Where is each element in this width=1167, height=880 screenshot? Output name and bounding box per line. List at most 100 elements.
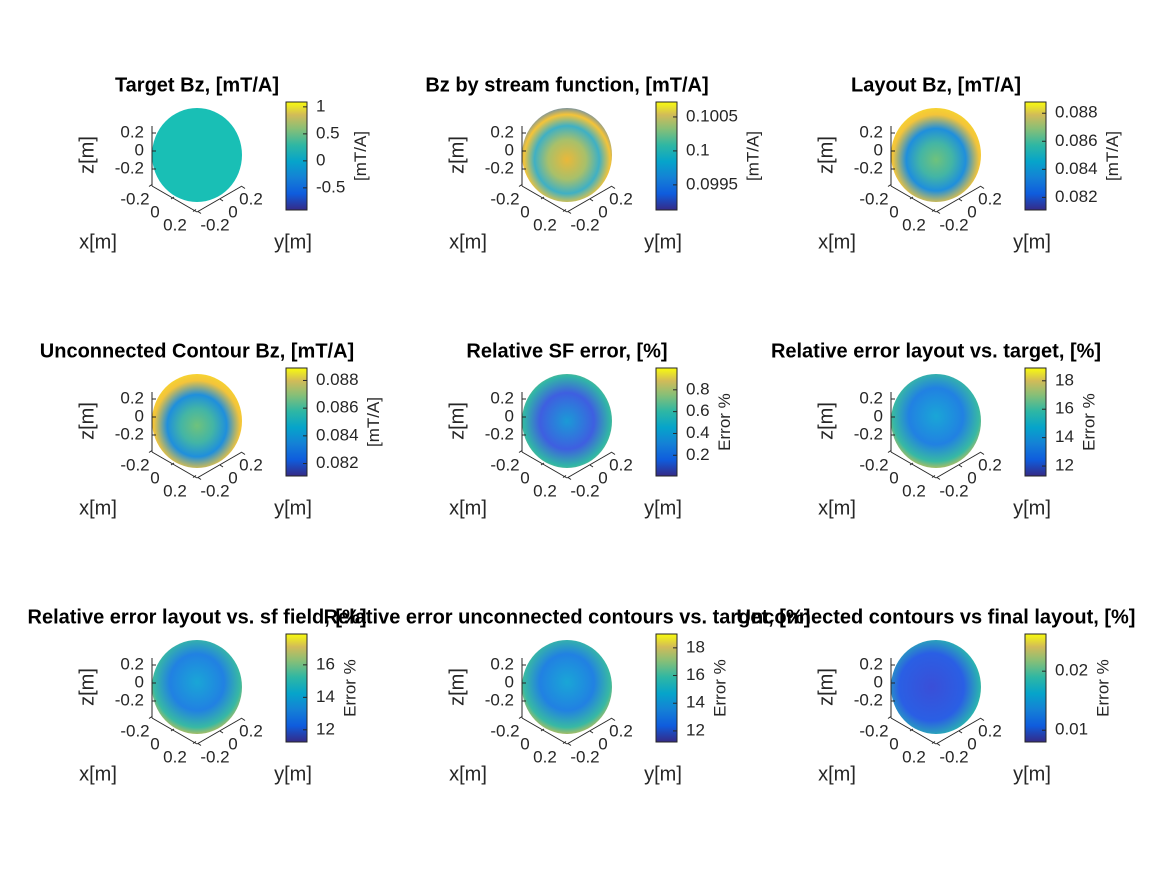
y-axis-label: y[m] bbox=[644, 497, 682, 519]
colorbar-label: Error % bbox=[340, 659, 359, 717]
y-tick-label: 0 bbox=[228, 202, 237, 221]
colorbar-label: Error % bbox=[1079, 393, 1098, 451]
y-axis-label: y[m] bbox=[1013, 497, 1051, 519]
y-axis-label: y[m] bbox=[274, 497, 312, 519]
subplot-title: Relative error layout vs. target, [%] bbox=[771, 340, 1101, 362]
y-tick-label: -0.2 bbox=[200, 481, 229, 500]
z-axis-label: z[m] bbox=[76, 136, 98, 174]
y-tick bbox=[936, 477, 941, 480]
x-tick-label: 0.2 bbox=[163, 747, 187, 766]
y-tick bbox=[241, 452, 246, 455]
colorbar-tick-label: 16 bbox=[316, 654, 335, 673]
x-axis bbox=[890, 185, 937, 213]
y-tick bbox=[197, 477, 202, 480]
x-tick-label: 0.2 bbox=[902, 747, 926, 766]
colorbar-tick-label: 0.088 bbox=[316, 370, 359, 389]
colorbar-tick-label: 0 bbox=[316, 150, 325, 169]
x-tick-label: 0.2 bbox=[533, 747, 557, 766]
x-tick bbox=[540, 196, 545, 200]
y-tick-label: 0.2 bbox=[978, 455, 1002, 474]
x-tick bbox=[148, 184, 153, 187]
colorbar bbox=[655, 367, 678, 477]
y-tick-label: 0.2 bbox=[239, 721, 263, 740]
x-tick bbox=[562, 475, 567, 478]
y-tick bbox=[197, 211, 202, 214]
sphere-surface bbox=[152, 108, 242, 202]
y-tick bbox=[611, 452, 616, 455]
y-tick bbox=[219, 730, 224, 734]
y-tick-label: 0.2 bbox=[239, 189, 263, 208]
x-axis-label: x[m] bbox=[818, 231, 856, 253]
y-tick bbox=[567, 211, 572, 214]
z-tick-label: 0.2 bbox=[859, 654, 883, 673]
x-tick-label: 0.2 bbox=[902, 481, 926, 500]
y-tick-label: 0.2 bbox=[609, 721, 633, 740]
z-tick-label: -0.2 bbox=[115, 424, 144, 443]
colorbar-tick-label: 0.082 bbox=[316, 453, 359, 472]
x-tick bbox=[887, 450, 892, 453]
sphere-surface bbox=[522, 374, 612, 468]
z-tick-label: 0.2 bbox=[859, 388, 883, 407]
z-tick-label: 0.2 bbox=[120, 388, 144, 407]
z-tick-label: 0 bbox=[135, 406, 144, 425]
x-tick-label: -0.2 bbox=[490, 189, 519, 208]
colorbar-tick-label: 0.1005 bbox=[686, 106, 738, 125]
colorbar bbox=[1024, 633, 1047, 743]
y-axis-label: y[m] bbox=[274, 763, 312, 785]
x-tick-label: -0.2 bbox=[120, 455, 149, 474]
colorbar-tick-label: 18 bbox=[686, 637, 705, 656]
colorbar-tick-label: 0.084 bbox=[1055, 159, 1098, 178]
y-tick bbox=[958, 464, 963, 468]
colorbar-tick-label: 12 bbox=[1055, 456, 1074, 475]
y-axis-label: y[m] bbox=[644, 231, 682, 253]
colorbar-tick-label: 18 bbox=[1055, 370, 1074, 389]
x-tick-label: 0.2 bbox=[902, 215, 926, 234]
x-tick bbox=[887, 716, 892, 719]
colorbar bbox=[285, 367, 308, 477]
colorbar-label: [mT/A] bbox=[351, 131, 370, 181]
x-tick-label: 0 bbox=[889, 202, 898, 221]
x-axis-label: x[m] bbox=[449, 497, 487, 519]
y-tick-label: 0 bbox=[598, 202, 607, 221]
colorbar-label: Error % bbox=[710, 659, 729, 717]
x-tick-label: 0 bbox=[150, 468, 159, 487]
colorbar-tick-label: 0.2 bbox=[686, 445, 710, 464]
colorbar-tick-label: 0.01 bbox=[1055, 720, 1088, 739]
colorbar bbox=[655, 633, 678, 743]
z-tick-label: 0.2 bbox=[490, 654, 514, 673]
x-axis-label: x[m] bbox=[79, 497, 117, 519]
z-tick-label: -0.2 bbox=[854, 424, 883, 443]
y-tick bbox=[589, 464, 594, 468]
z-axis-label: z[m] bbox=[815, 136, 837, 174]
z-axis-label: z[m] bbox=[815, 668, 837, 706]
subplot-title: Relative SF error, [%] bbox=[466, 340, 667, 362]
y-tick-label: 0 bbox=[967, 734, 976, 753]
y-tick bbox=[241, 186, 246, 189]
x-tick-label: -0.2 bbox=[859, 189, 888, 208]
y-tick-label: 0.2 bbox=[609, 455, 633, 474]
y-tick bbox=[611, 718, 616, 721]
sphere-surface bbox=[522, 640, 612, 734]
y-tick bbox=[980, 186, 985, 189]
x-tick-label: 0.2 bbox=[163, 215, 187, 234]
y-axis bbox=[935, 185, 982, 213]
y-axis-label: y[m] bbox=[1013, 763, 1051, 785]
x-tick bbox=[192, 209, 197, 212]
x-tick-label: -0.2 bbox=[859, 455, 888, 474]
x-tick-label: 0 bbox=[520, 468, 529, 487]
z-tick-label: 0 bbox=[135, 672, 144, 691]
x-tick-label: -0.2 bbox=[120, 721, 149, 740]
y-tick bbox=[219, 198, 224, 202]
y-axis-label: y[m] bbox=[1013, 231, 1051, 253]
sphere-surface bbox=[522, 108, 612, 202]
y-axis bbox=[566, 451, 613, 479]
colorbar-label: Error % bbox=[715, 393, 734, 451]
x-axis bbox=[151, 717, 198, 745]
z-axis-label: z[m] bbox=[76, 668, 98, 706]
z-axis-label: z[m] bbox=[446, 136, 468, 174]
y-axis bbox=[566, 717, 613, 745]
sphere-surface bbox=[891, 374, 981, 468]
z-axis-label: z[m] bbox=[446, 668, 468, 706]
x-tick bbox=[148, 450, 153, 453]
z-tick-label: 0 bbox=[874, 406, 883, 425]
